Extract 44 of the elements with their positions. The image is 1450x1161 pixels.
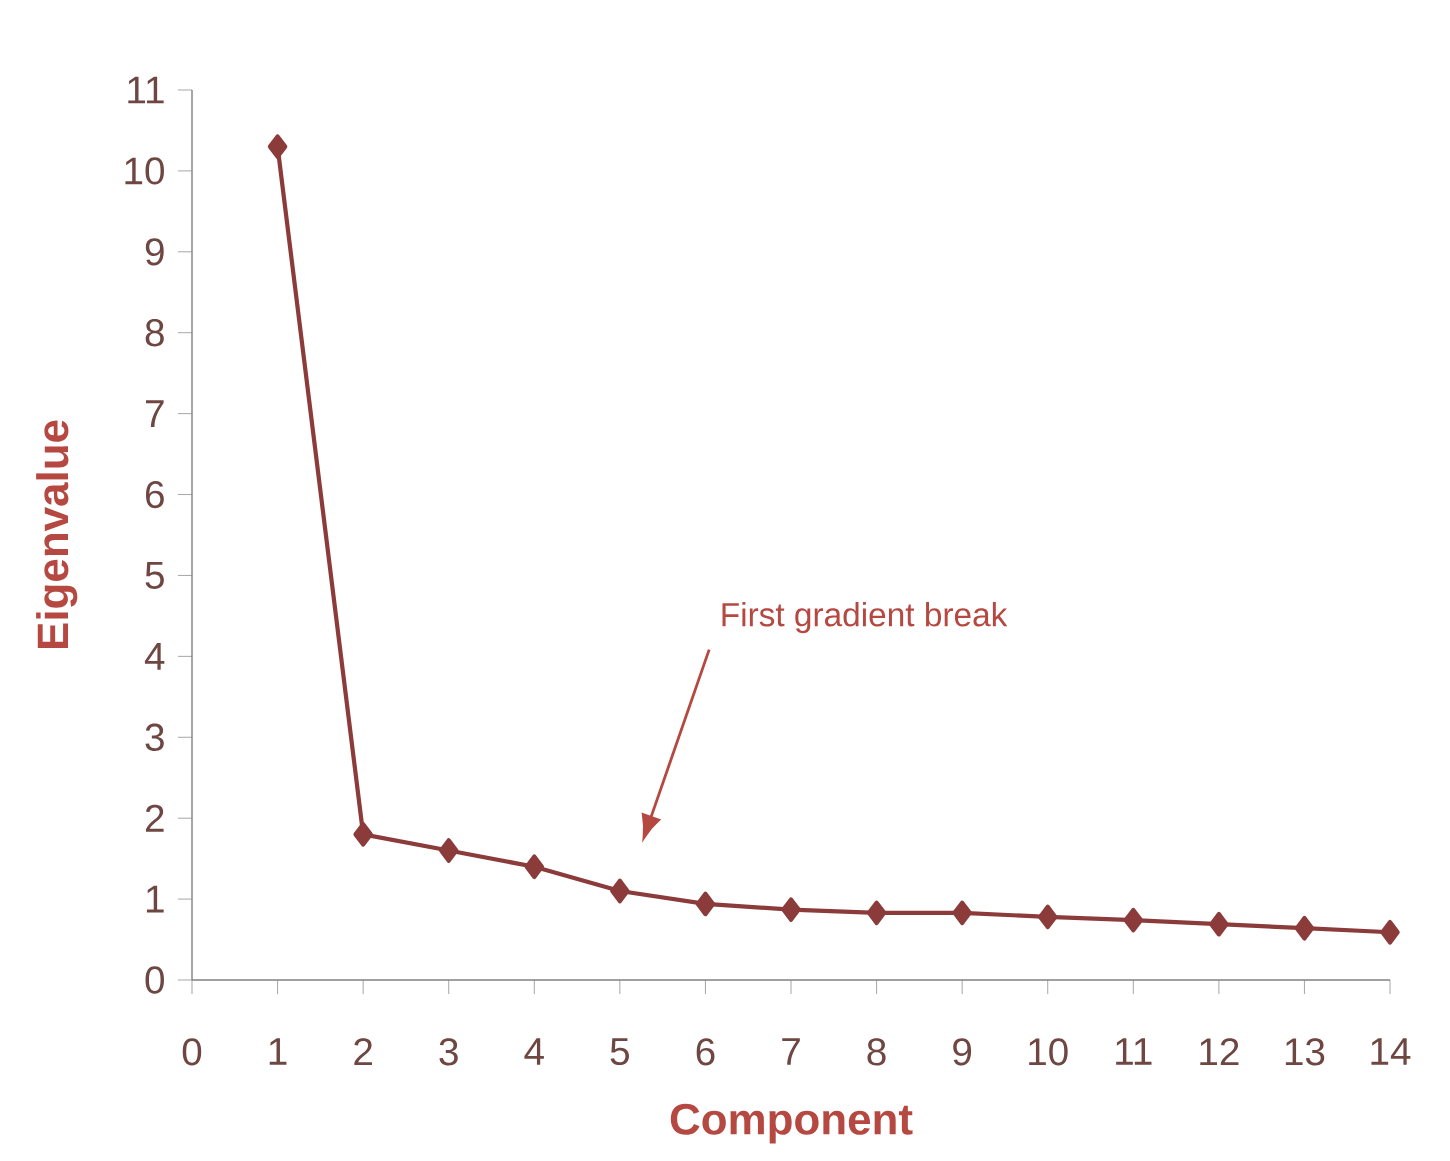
x-tick-label: 8: [867, 1038, 886, 1066]
point: [610, 878, 630, 904]
y-tick-label: 6: [146, 480, 164, 509]
point: [1294, 915, 1315, 941]
point: [1037, 904, 1058, 930]
point: [267, 134, 288, 159]
y-tick-label: 0: [145, 966, 164, 994]
x-tick-label: 3: [439, 1038, 458, 1066]
y-tick-label: 2: [145, 804, 164, 832]
annotation: First gradient break: [722, 602, 1008, 634]
x-tick-label: 0: [182, 1038, 202, 1066]
point: [1209, 911, 1229, 937]
x-tick-label: 13: [1285, 1038, 1325, 1066]
point: [952, 900, 972, 926]
y-axis-title: Eigenvalue: [36, 420, 78, 649]
y-tick-label: 4: [144, 643, 165, 670]
x-tick-label: 2: [354, 1038, 372, 1066]
y-tick-label: 3: [145, 723, 164, 751]
y-tick-label: 8: [145, 319, 164, 347]
point: [1380, 919, 1400, 945]
x-tick-label: 9: [953, 1038, 972, 1066]
x-tick-label: 11: [1116, 1038, 1152, 1065]
x-tick-label: 4: [524, 1038, 544, 1065]
x-tick-label: 12: [1200, 1038, 1239, 1066]
y-tick-label: 10: [125, 157, 164, 185]
x-tick-label: 14: [1371, 1038, 1411, 1065]
x-tick-label: 6: [696, 1038, 715, 1066]
x-axis-title: Component: [670, 1103, 913, 1144]
point: [866, 900, 887, 926]
point: [1123, 907, 1144, 933]
y-tick-label: 11: [128, 76, 164, 104]
y-tick-label: 9: [145, 238, 164, 266]
y-tick-label: 1: [146, 885, 164, 913]
point: [781, 897, 801, 922]
x-tick-label: 10: [1029, 1038, 1068, 1066]
point: [524, 854, 545, 880]
y-tick-label: 7: [146, 400, 164, 427]
x-tick-label: 1: [269, 1038, 287, 1065]
y-tick-label: 5: [145, 561, 164, 589]
point: [695, 891, 716, 917]
x-tick-label: 5: [610, 1038, 629, 1066]
x-tick-label: 7: [782, 1038, 800, 1065]
point: [353, 822, 373, 847]
point: [438, 838, 459, 863]
